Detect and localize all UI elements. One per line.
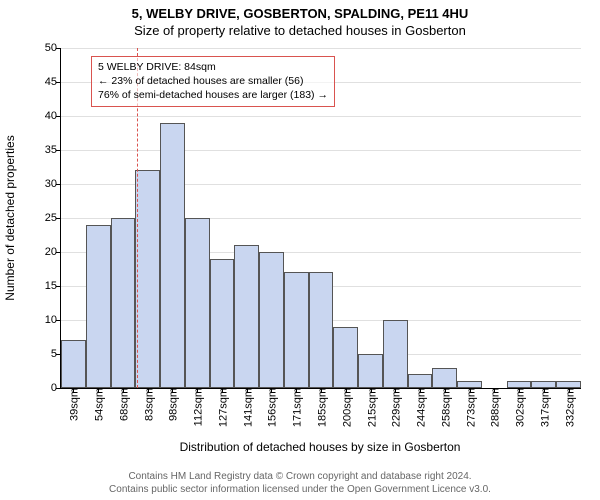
histogram-bar	[234, 245, 259, 388]
x-tick-label: 54sqm	[91, 388, 106, 421]
callout-line: 5 WELBY DRIVE: 84sqm	[98, 60, 328, 74]
chart-title: 5, WELBY DRIVE, GOSBERTON, SPALDING, PE1…	[0, 0, 600, 21]
histogram-bar	[259, 252, 284, 388]
histogram-bar	[160, 123, 185, 388]
x-tick-label: 229sqm	[388, 388, 403, 427]
y-axis-label: Number of detached properties	[3, 135, 17, 300]
x-tick-label: 83sqm	[140, 388, 155, 421]
x-tick-label: 39sqm	[66, 388, 81, 421]
histogram-bar	[86, 225, 111, 388]
chart-container: 5, WELBY DRIVE, GOSBERTON, SPALDING, PE1…	[0, 0, 600, 500]
histogram-bar	[210, 259, 235, 388]
chart-subtitle: Size of property relative to detached ho…	[0, 21, 600, 38]
histogram-bar	[61, 340, 86, 388]
footer-attribution: Contains HM Land Registry data © Crown c…	[0, 470, 600, 496]
callout-line: ← 23% of detached houses are smaller (56…	[98, 74, 328, 88]
x-tick-label: 127sqm	[214, 388, 229, 427]
x-axis-label: Distribution of detached houses by size …	[180, 440, 461, 454]
y-tick-mark	[56, 150, 61, 151]
x-tick-label: 112sqm	[190, 388, 205, 426]
y-tick-mark	[56, 116, 61, 117]
y-tick-mark	[56, 82, 61, 83]
histogram-bar	[135, 170, 160, 388]
y-tick-mark	[56, 48, 61, 49]
x-tick-label: 244sqm	[413, 388, 428, 427]
x-tick-label: 273sqm	[462, 388, 477, 427]
y-tick-mark	[56, 218, 61, 219]
histogram-bar	[383, 320, 408, 388]
y-tick-mark	[56, 388, 61, 389]
histogram-bar	[408, 374, 433, 388]
histogram-bar	[457, 381, 482, 388]
histogram-bar	[185, 218, 210, 388]
histogram-bar	[333, 327, 358, 388]
gridline	[61, 150, 581, 151]
callout-line: 76% of semi-detached houses are larger (…	[98, 88, 328, 102]
y-tick-mark	[56, 320, 61, 321]
x-tick-label: 288sqm	[487, 388, 502, 427]
footer-line: Contains HM Land Registry data © Crown c…	[0, 470, 600, 483]
y-tick-mark	[56, 184, 61, 185]
histogram-bar	[531, 381, 556, 388]
footer-line: Contains public sector information licen…	[0, 483, 600, 496]
histogram-bar	[284, 272, 309, 388]
y-tick-mark	[56, 252, 61, 253]
x-tick-label: 185sqm	[314, 388, 329, 427]
x-tick-label: 302sqm	[512, 388, 527, 427]
gridline	[61, 48, 581, 49]
histogram-bar	[432, 368, 457, 388]
gridline	[61, 116, 581, 117]
x-tick-label: 141sqm	[239, 388, 254, 427]
histogram-bar	[556, 381, 581, 388]
x-tick-label: 317sqm	[536, 388, 551, 427]
x-tick-label: 258sqm	[437, 388, 452, 427]
x-tick-label: 68sqm	[115, 388, 130, 421]
histogram-bar	[507, 381, 532, 388]
callout-box: 5 WELBY DRIVE: 84sqm← 23% of detached ho…	[91, 56, 335, 107]
x-tick-label: 156sqm	[264, 388, 279, 427]
x-tick-label: 332sqm	[561, 388, 576, 427]
x-tick-label: 200sqm	[338, 388, 353, 427]
y-tick-mark	[56, 286, 61, 287]
plot-area: 0510152025303540455039sqm54sqm68sqm83sqm…	[60, 48, 581, 389]
x-tick-label: 215sqm	[363, 388, 378, 427]
histogram-bar	[309, 272, 334, 388]
x-tick-label: 171sqm	[289, 388, 304, 427]
histogram-bar	[358, 354, 383, 388]
x-tick-label: 98sqm	[165, 388, 180, 421]
histogram-bar	[111, 218, 136, 388]
